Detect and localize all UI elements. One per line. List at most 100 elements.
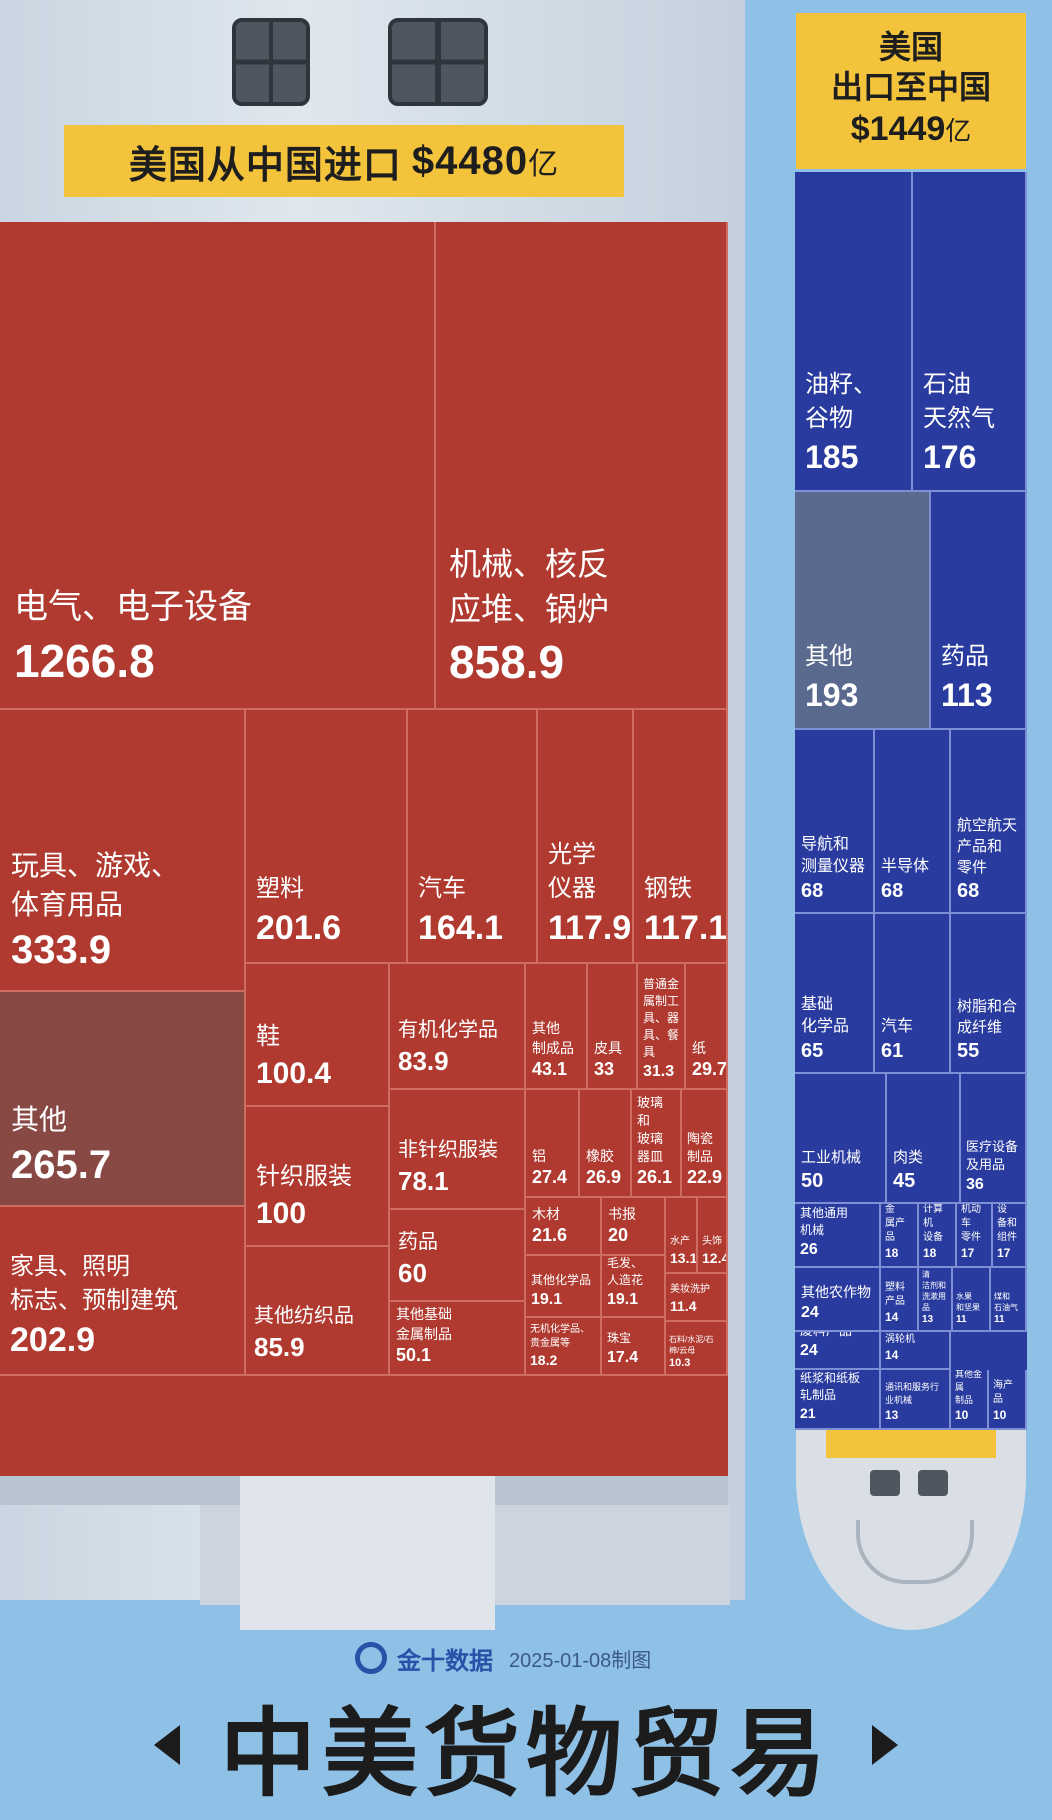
tile-label: 石油 天然气 [923,371,995,432]
tile-label: 书报 [608,1206,636,1222]
tile-label: 塑料 [256,875,304,902]
import-treemap: 电气、电子设备 1266.8 机械、核反 应堆、锅炉 858.9 玩具、游戏、 体育用品… [0,222,728,1476]
treemap-tile: 木材 21.6 [526,1198,602,1256]
treemap-tile: 无机化学品、 贵金属等 18.2 [526,1318,602,1376]
tile-value: 11.4 [670,1298,697,1314]
treemap-tile: 其他化学品 19.1 [526,1256,602,1318]
treemap-tile: 汽车 164.1 [408,710,538,964]
treemap-tile: 机械、核反 应堆、锅炉 858.9 [436,222,728,710]
tile-label: 其他通用 机械 [800,1206,849,1237]
tile-value: 20 [608,1225,629,1245]
tile-value: 201.6 [256,909,342,947]
tile-label: 电气设 备和组件 [997,1204,1017,1243]
tile-label: 计算机 设备 [923,1204,943,1243]
treemap-tile: 针织服装 100 [246,1107,390,1247]
treemap-tile: 陶瓷 制品 22.9 [682,1090,728,1198]
tile-label: 美妆洗护 [670,1284,710,1295]
main-title: 中美货物贸易 [220,1697,832,1810]
treemap-tile: 头饰 12.4 [698,1198,728,1274]
treemap-tile: 肥皂/清 洁剂和 洗漱用品 13 [919,1268,953,1332]
ship-hull-base [240,1470,495,1630]
tile-value: 265.7 [11,1143,112,1187]
treemap-tile: 石油 天然气 176 [913,172,1027,492]
treemap-tile: 鞋 100.4 [246,964,390,1107]
treemap-tile: 纸 29.7 [686,964,728,1090]
tile-label: 头饰 [702,1236,722,1247]
export-header-line2: 出口至中国 [830,69,991,105]
tile-value: 14 [885,1310,899,1324]
tile-value: 100 [256,1197,307,1230]
tile-value: 18 [923,1246,937,1260]
tile-label: 导航和 测量仪器 [801,836,866,875]
ship-window [232,18,310,106]
tile-label: 发动机和 涡轮机 [885,1334,915,1345]
export-header-unit: 亿 [945,116,972,146]
treemap-tile: 橡胶 26.9 [580,1090,632,1198]
tile-label: 非针织服装 [398,1139,498,1161]
tile-value: 164.1 [418,909,504,947]
tile-label: 陶瓷 制品 [687,1131,714,1164]
tile-value: 68 [957,880,980,902]
treemap-tile: 其他金属 制品 10 [951,1370,989,1430]
tile-label: 纸 [692,1040,706,1056]
treemap-tile: 其他 193 [795,492,931,730]
credit-brand: 金十数据 [397,1647,493,1675]
tile-label: 有色金 属产品 [885,1204,905,1243]
tile-value: 78.1 [398,1166,449,1196]
treemap-tile: 基础 化学品 65 [795,914,875,1074]
import-header-unit: 亿 [528,148,560,181]
tile-label: 其他纺织品 [254,1305,354,1327]
tile-label: 油籽、 谷物 [805,371,877,432]
treemap-tile: 玻璃和 玻璃 器皿 26.1 [632,1090,682,1198]
tile-value: 55 [957,1040,980,1062]
export-header-amount: $1449 [850,110,946,148]
main-title-row: 中美货物贸易 [0,1690,1052,1810]
treemap-tile: 皮具 33 [588,964,638,1090]
tile-label: 机械、核反 应堆、锅炉 [449,546,610,627]
tile-value: 83.9 [398,1046,449,1076]
ship-window [388,18,488,106]
tile-value: 29.7 [692,1059,728,1079]
tile-label: 其他基础 金属制品 [396,1306,452,1342]
tile-value: 26 [800,1241,818,1258]
tile-value: 61 [881,1040,904,1062]
treemap-tile: 煤和 石油气 11 [991,1268,1027,1332]
tile-value: 19.1 [531,1291,563,1308]
tile-label: 汽车 [881,1018,914,1035]
treemap-tile: 毛发、 人造花 19.1 [602,1256,666,1318]
tile-label: 工业机械 [801,1149,862,1166]
tile-label: 其他 [11,1104,68,1135]
tile-value: 193 [805,677,859,713]
tile-label: 光学 仪器 [548,841,596,902]
tile-value: 24 [801,1304,819,1321]
tile-label: 电气、电子设备 [14,588,252,626]
tile-label: 树脂和合 成纤维 [957,998,1018,1036]
tile-value: 176 [923,439,977,475]
tile-value: 68 [801,880,824,902]
tile-value: 17 [961,1246,975,1260]
treemap-tile: 废料产品 24 [795,1332,881,1370]
tile-value: 1266.8 [14,635,155,687]
tile-label: 废料产品 [800,1332,874,1340]
tile-label: 肉类 [893,1149,924,1166]
tile-label: 其他 制成品 [532,1020,574,1056]
tile-label: 钢铁 [644,875,692,902]
treemap-tile: 工业机械 50 [795,1074,887,1204]
treemap-tile: 发动机和 涡轮机 14 [881,1332,951,1370]
treemap-tile: 其他 制成品 43.1 [526,964,588,1090]
ship-stern [796,1430,1026,1630]
import-header-label: 美国从中国进口 [128,144,402,187]
tile-label: 肥皂/清 洁剂和 洗漱用品 [922,1270,946,1312]
treemap-tile: 其他通用 机械 26 [795,1204,881,1268]
tile-value: 10 [955,1408,969,1422]
tile-value: 60 [398,1258,427,1288]
tile-label: 针织服装 [256,1163,352,1190]
export-header-line1: 美国 [878,29,943,65]
treemap-tile: 水产 13.1 [666,1198,698,1274]
tile-label: 铝 [532,1148,546,1164]
tile-value: 50 [801,1170,824,1192]
tile-value: 24 [800,1342,818,1359]
treemap-tile: 钢铁 117.1 [634,710,728,964]
tile-value: 18.2 [530,1352,558,1368]
